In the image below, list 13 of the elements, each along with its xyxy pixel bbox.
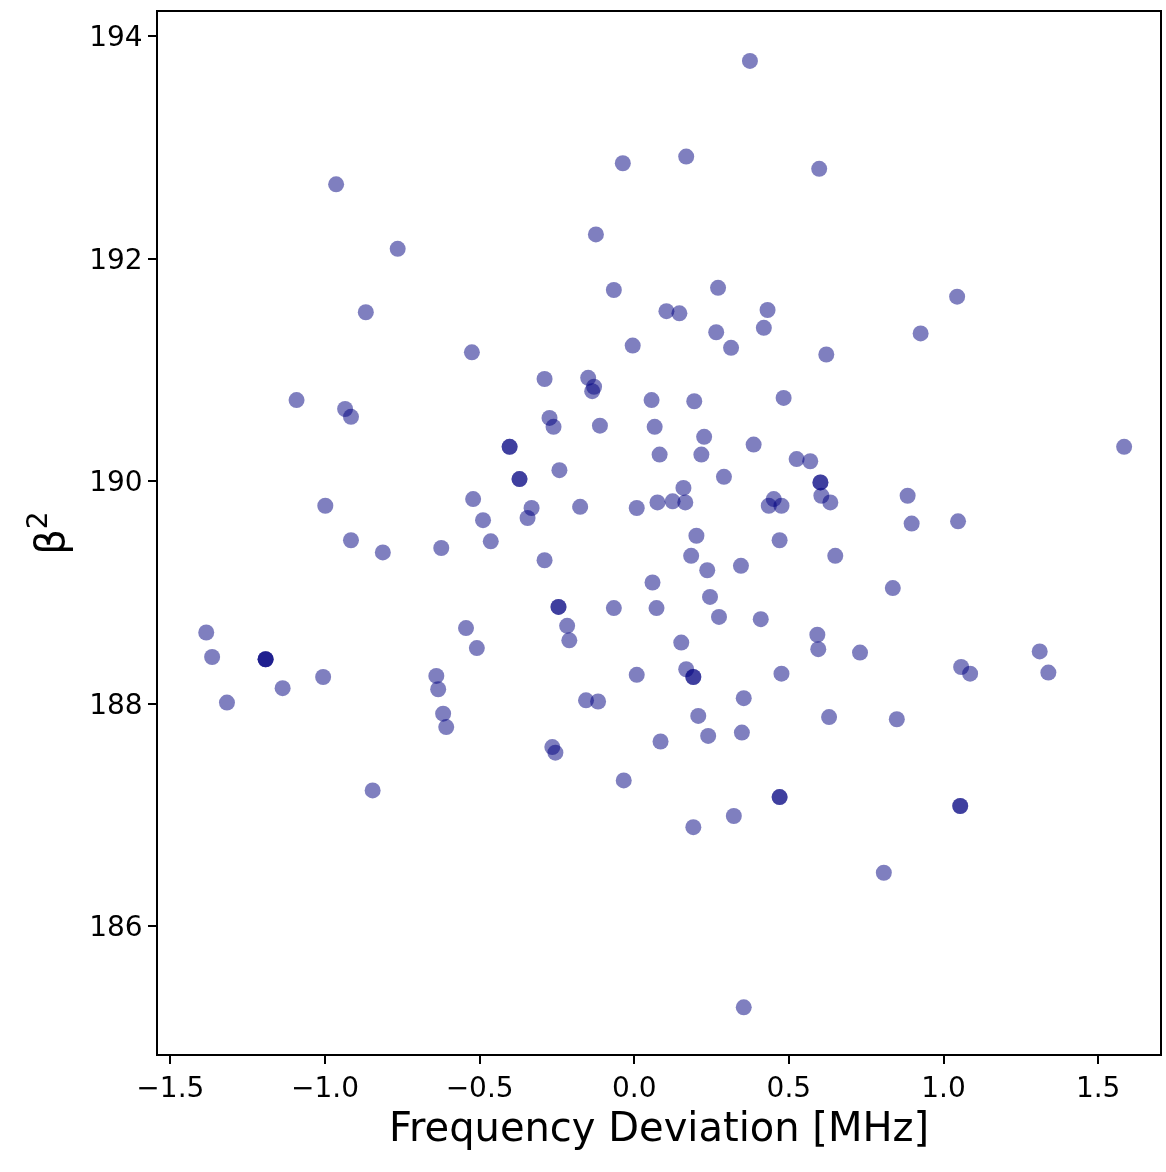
x-tick-label: 0.0 xyxy=(611,1071,657,1105)
x-tick-label: −1.0 xyxy=(291,1071,359,1105)
x-tick-label: −1.5 xyxy=(136,1071,205,1105)
y-tick-label: 192 xyxy=(89,242,143,276)
y-tick-label: 194 xyxy=(89,20,143,54)
x-tick-label: 0.5 xyxy=(766,1071,812,1105)
x-tick-label: 1.0 xyxy=(921,1071,966,1105)
y-tick-label: 188 xyxy=(89,687,143,721)
y-tick-label: 186 xyxy=(89,909,143,943)
x-tick-label: −0.5 xyxy=(445,1071,514,1105)
y-tick-label: 190 xyxy=(89,465,143,499)
x-axis-title: Frequency Deviation [MHz] xyxy=(388,1104,930,1151)
x-tick-label: 1.5 xyxy=(1075,1071,1121,1105)
